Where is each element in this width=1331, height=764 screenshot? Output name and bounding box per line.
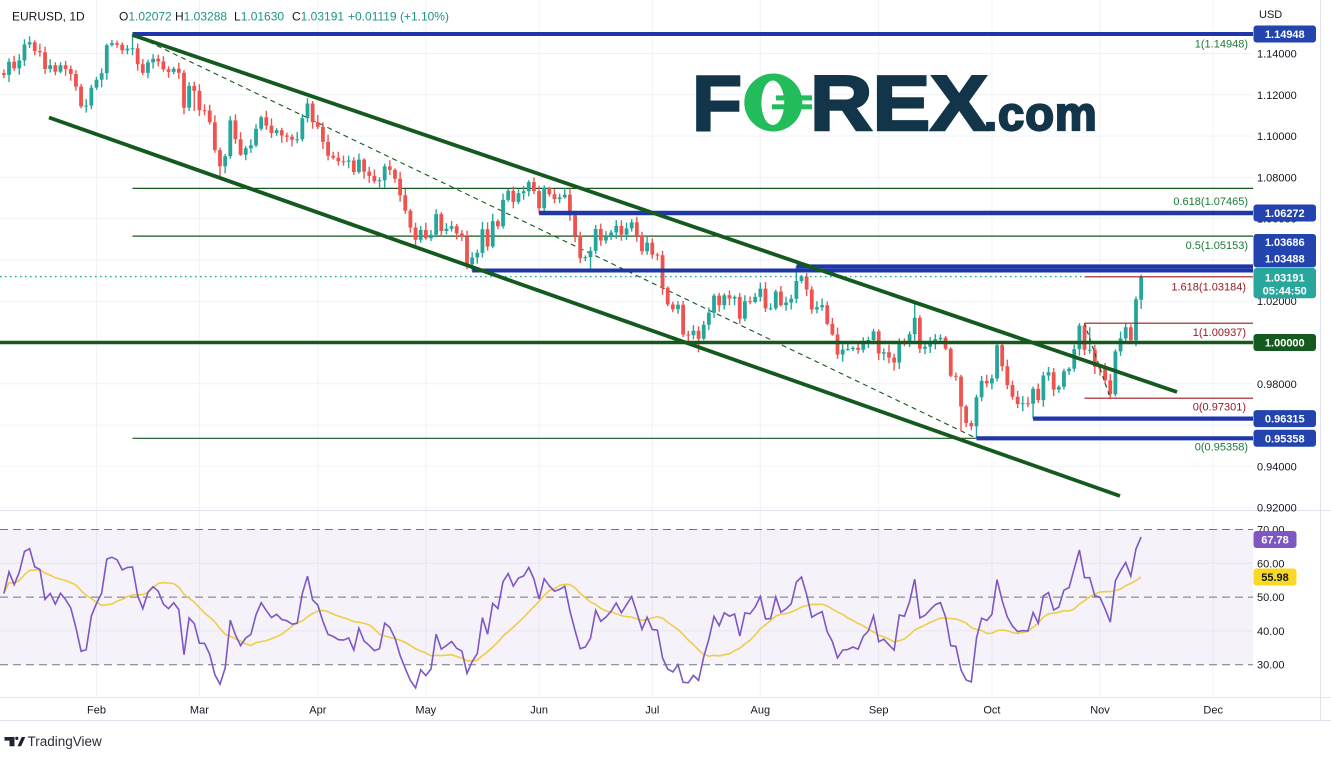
svg-text:1.12000: 1.12000 <box>1257 90 1297 102</box>
svg-text:REX: REX <box>810 59 988 147</box>
svg-text:Aug: Aug <box>751 705 771 717</box>
svg-text:L1.01630: L1.01630 <box>234 10 284 24</box>
svg-text:0.5(1.05153): 0.5(1.05153) <box>1186 240 1248 252</box>
svg-text:1.08000: 1.08000 <box>1257 172 1297 184</box>
svg-text:30.00: 30.00 <box>1257 660 1285 672</box>
svg-text:0.92000: 0.92000 <box>1257 503 1297 515</box>
svg-text:May: May <box>415 705 436 717</box>
svg-text:O1.02072: O1.02072 <box>119 10 172 24</box>
svg-text:1.14000: 1.14000 <box>1257 49 1297 61</box>
svg-text:05:44:50: 05:44:50 <box>1263 285 1307 297</box>
svg-text:1.03686: 1.03686 <box>1265 237 1305 249</box>
svg-text:1.03191: 1.03191 <box>1265 273 1305 285</box>
svg-text:Feb: Feb <box>87 705 106 717</box>
svg-text:50.00: 50.00 <box>1257 592 1285 604</box>
svg-text:1.618(1.03184): 1.618(1.03184) <box>1171 282 1246 294</box>
svg-text:1(1.14948): 1(1.14948) <box>1195 39 1248 51</box>
svg-text:0.95358: 0.95358 <box>1265 433 1305 445</box>
svg-text:67.78: 67.78 <box>1261 535 1289 547</box>
svg-text:Dec: Dec <box>1203 705 1223 717</box>
svg-text:Mar: Mar <box>190 705 209 717</box>
svg-text:0.618(1.07465): 0.618(1.07465) <box>1173 196 1248 208</box>
svg-text:Jun: Jun <box>530 705 548 717</box>
svg-text:C1.03191: C1.03191 <box>292 10 344 24</box>
svg-text:1.00000: 1.00000 <box>1265 338 1305 350</box>
svg-text:TradingView: TradingView <box>28 734 103 749</box>
svg-text:USD: USD <box>1259 9 1282 21</box>
svg-text:Apr: Apr <box>309 705 326 717</box>
svg-text:1.06272: 1.06272 <box>1265 208 1305 220</box>
svg-text:1(1.00937): 1(1.00937) <box>1193 327 1246 339</box>
svg-text:F: F <box>692 59 742 147</box>
svg-text:Nov: Nov <box>1090 705 1110 717</box>
svg-text:0(0.97301): 0(0.97301) <box>1193 402 1246 414</box>
svg-text:1.14948: 1.14948 <box>1265 29 1305 41</box>
svg-text:1.02000: 1.02000 <box>1257 296 1297 308</box>
svg-text:55.98: 55.98 <box>1261 572 1289 584</box>
svg-text:H1.03288: H1.03288 <box>175 10 227 24</box>
svg-text:0.96315: 0.96315 <box>1265 414 1305 426</box>
svg-text:60.00: 60.00 <box>1257 558 1285 570</box>
svg-text:EURUSD, 1D: EURUSD, 1D <box>12 10 85 24</box>
svg-text:Sep: Sep <box>869 705 889 717</box>
svg-text:1.10000: 1.10000 <box>1257 131 1297 143</box>
svg-text:0.94000: 0.94000 <box>1257 461 1297 473</box>
svg-text:Jul: Jul <box>645 705 659 717</box>
svg-text:1.03488: 1.03488 <box>1265 254 1305 266</box>
svg-text:40.00: 40.00 <box>1257 626 1285 638</box>
svg-text:0.98000: 0.98000 <box>1257 379 1297 391</box>
svg-text:.com: .com <box>984 87 1098 140</box>
svg-text:Oct: Oct <box>983 705 1000 717</box>
svg-text:+0.01119 (+1.10%): +0.01119 (+1.10%) <box>348 10 449 24</box>
svg-text:0(0.95358): 0(0.95358) <box>1195 441 1248 453</box>
